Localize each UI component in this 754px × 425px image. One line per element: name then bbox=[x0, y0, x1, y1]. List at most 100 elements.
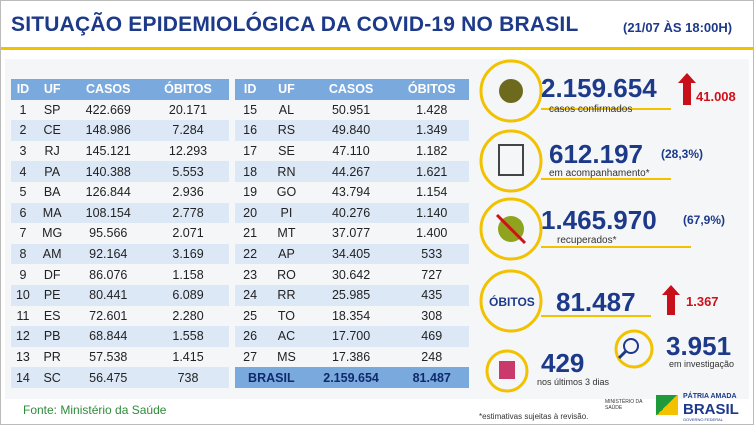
cell: 108.154 bbox=[69, 202, 148, 224]
investigation-value: 3.951 bbox=[666, 331, 732, 361]
ministry: MINISTÉRIO DA SAÚDE bbox=[605, 399, 643, 411]
cell: 22 bbox=[235, 243, 266, 265]
cell: 1.158 bbox=[172, 267, 204, 282]
cell: 30.642 bbox=[331, 267, 371, 282]
cell: 12.293 bbox=[168, 144, 208, 159]
row: 22 AP 34.405 533 bbox=[235, 243, 469, 265]
cell: 126.844 bbox=[85, 185, 131, 200]
cell: 422.669 bbox=[85, 102, 131, 117]
cell: 1.400 bbox=[416, 226, 448, 241]
cell: DF bbox=[43, 267, 61, 282]
cell: PR bbox=[43, 350, 61, 365]
investigation-label: em investigação bbox=[669, 359, 735, 369]
cell: SE bbox=[278, 144, 295, 159]
cell: 11 bbox=[16, 308, 30, 323]
monitoring-percent: (28,3%) bbox=[661, 147, 704, 161]
cell: 7.284 bbox=[147, 120, 229, 141]
cell: 86.076 bbox=[89, 267, 128, 282]
cell: 24 bbox=[235, 284, 266, 306]
cell: 533 bbox=[394, 243, 469, 265]
column-header: ÓBITOS bbox=[147, 79, 229, 100]
row: 5 BA 126.844 2.936 bbox=[11, 182, 229, 203]
row: 9 DF 86.076 1.158 bbox=[11, 264, 229, 285]
cell: 18.354 bbox=[331, 308, 371, 323]
cell: 1.140 bbox=[394, 202, 469, 224]
confirmed-value: 2.159.654 bbox=[541, 73, 657, 103]
cell: 12 bbox=[11, 326, 35, 347]
row: 15 AL 50.951 1.428 bbox=[235, 100, 469, 121]
cell: 1.621 bbox=[394, 161, 469, 182]
row: 23 RO 30.642 727 bbox=[235, 264, 469, 285]
row: 7 MG 95.566 2.071 bbox=[11, 223, 229, 244]
slogan: PÁTRIA AMADA bbox=[683, 393, 737, 400]
cell: 7 bbox=[19, 226, 27, 241]
row: 10 PE 80.441 6.089 bbox=[11, 284, 229, 306]
total-cell: BRASIL bbox=[235, 367, 308, 388]
cell: MA bbox=[34, 202, 70, 224]
flag-logo bbox=[656, 395, 678, 415]
cell: 6.089 bbox=[147, 284, 229, 306]
header-bar bbox=[1, 47, 753, 50]
row: 25 TO 18.354 308 bbox=[235, 306, 469, 327]
cell: 20.171 bbox=[168, 102, 208, 117]
row: 17 SE 47.110 1.182 bbox=[235, 141, 469, 162]
cell: 16 bbox=[235, 120, 266, 141]
cell: CE bbox=[34, 120, 70, 141]
cell: 43.794 bbox=[331, 185, 371, 200]
row: 1 SP 422.669 20.171 bbox=[11, 100, 229, 121]
cell: 10 bbox=[11, 284, 35, 306]
cell: 2.936 bbox=[172, 185, 204, 200]
cell: 27 bbox=[243, 350, 258, 365]
header-row: ID UF CASOS ÓBITOS bbox=[11, 79, 229, 100]
cell: 2.280 bbox=[172, 308, 204, 323]
cell: 1.154 bbox=[416, 185, 448, 200]
cell: AL bbox=[278, 102, 295, 117]
cell: 15 bbox=[243, 102, 258, 117]
cell: AM bbox=[34, 243, 70, 265]
icons bbox=[479, 59, 696, 393]
cell: 4 bbox=[11, 161, 35, 182]
cell: 1.349 bbox=[394, 120, 469, 141]
cell: 1.558 bbox=[147, 326, 229, 347]
cell: 14 bbox=[11, 367, 35, 388]
row: 16 RS 49.840 1.349 bbox=[235, 120, 469, 141]
confirmed-new: 41.008 bbox=[696, 89, 736, 104]
cell: 140.388 bbox=[69, 161, 148, 182]
cell: RN bbox=[265, 161, 308, 182]
row: 19 GO 43.794 1.154 bbox=[235, 182, 469, 203]
column-header: UF bbox=[265, 79, 308, 100]
row: 20 PI 40.276 1.140 bbox=[235, 202, 469, 224]
cell: 50.951 bbox=[331, 102, 371, 117]
government: GOVERNO FEDERAL bbox=[683, 417, 724, 422]
row: 2 CE 148.986 7.284 bbox=[11, 120, 229, 141]
column-header: UF bbox=[34, 79, 70, 100]
row: 11 ES 72.601 2.280 bbox=[11, 306, 229, 327]
cell: TO bbox=[277, 308, 296, 323]
total-cell: 81.487 bbox=[394, 367, 469, 388]
cell: 3.169 bbox=[147, 243, 229, 265]
row: 4 PA 140.388 5.553 bbox=[11, 161, 229, 182]
cell: 57.538 bbox=[89, 350, 128, 365]
cell: 20 bbox=[235, 202, 266, 224]
cell: 308 bbox=[421, 308, 443, 323]
row: 27 MS 17.386 248 bbox=[235, 347, 469, 368]
cell: AP bbox=[265, 243, 308, 265]
cell: 145.121 bbox=[85, 144, 131, 159]
cell: BA bbox=[43, 185, 61, 200]
cell: 8 bbox=[11, 243, 35, 265]
cell: SC bbox=[34, 367, 70, 388]
total-cell: 2.159.654 bbox=[307, 367, 395, 388]
source: Fonte: Ministério da Saúde bbox=[23, 403, 167, 417]
recent-value: 429 bbox=[541, 348, 585, 378]
cell: 95.566 bbox=[89, 226, 128, 241]
cell: 1.182 bbox=[416, 144, 448, 159]
cell: 17.700 bbox=[307, 326, 395, 347]
column-header: ÓBITOS bbox=[394, 79, 469, 100]
row: 24 RR 25.985 435 bbox=[235, 284, 469, 306]
cell: 68.844 bbox=[69, 326, 148, 347]
recent-label: nos últimos 3 dias bbox=[537, 377, 610, 387]
column-header: ID bbox=[235, 79, 266, 100]
cell: 13 bbox=[15, 350, 30, 365]
row: 26 AC 17.700 469 bbox=[235, 326, 469, 347]
